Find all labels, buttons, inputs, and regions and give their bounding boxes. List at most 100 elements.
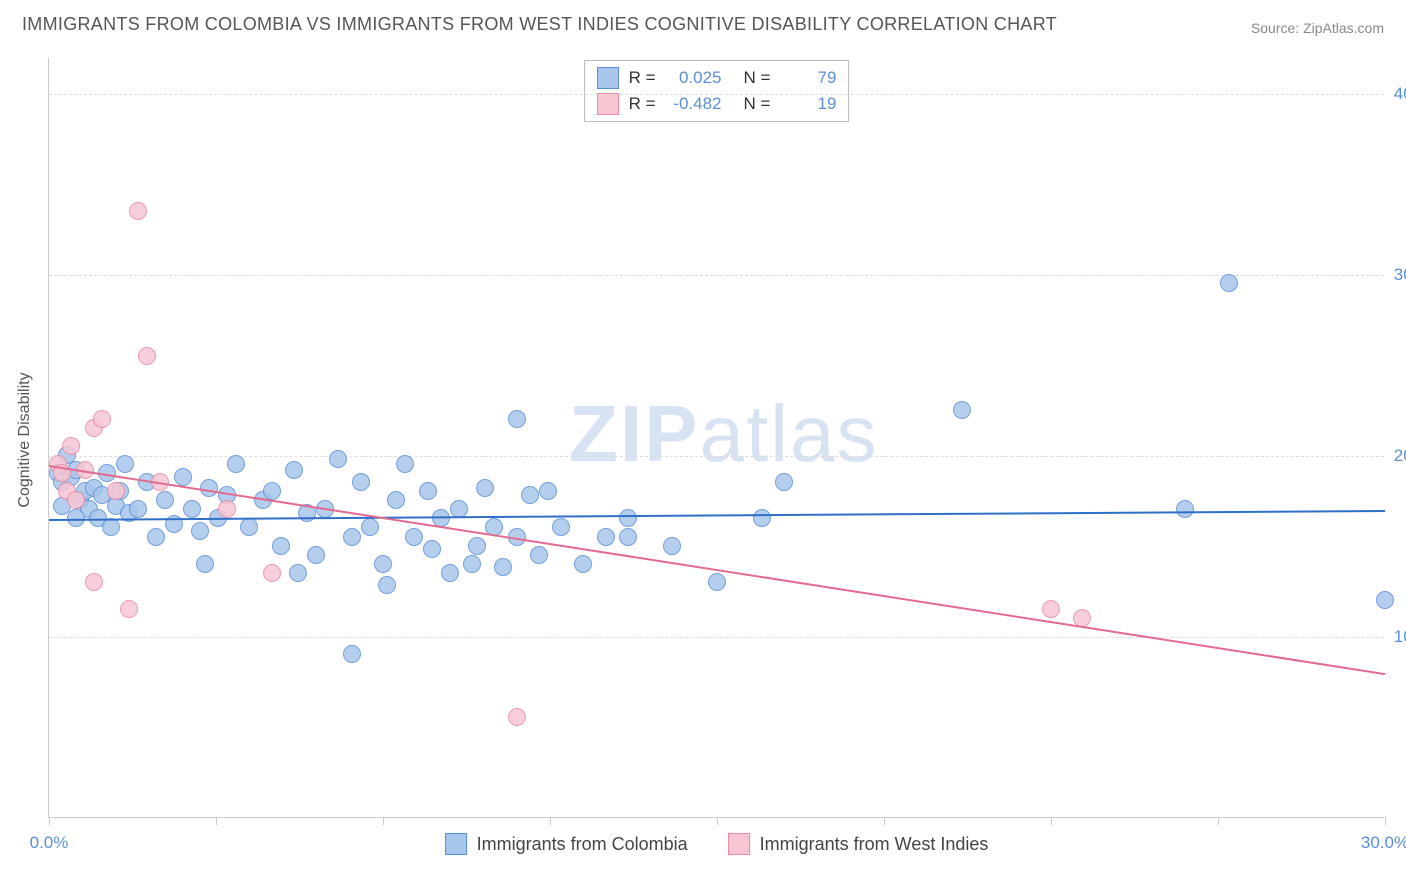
x-tick: [1218, 817, 1219, 825]
data-point-colombia: [361, 518, 379, 536]
data-point-colombia: [494, 558, 512, 576]
chart-title: IMMIGRANTS FROM COLOMBIA VS IMMIGRANTS F…: [22, 14, 1057, 35]
data-point-colombia: [552, 518, 570, 536]
data-point-colombia: [352, 473, 370, 491]
n-value: 79: [780, 68, 836, 88]
data-point-colombia: [539, 482, 557, 500]
watermark-light: atlas: [699, 389, 878, 478]
data-point-colombia: [183, 500, 201, 518]
data-point-colombia: [156, 491, 174, 509]
x-tick: [383, 817, 384, 825]
trend-line-west_indies: [49, 465, 1385, 675]
data-point-colombia: [708, 573, 726, 591]
data-point-colombia: [227, 455, 245, 473]
data-point-colombia: [374, 555, 392, 573]
data-point-west_indies: [263, 564, 281, 582]
bottom-legend: Immigrants from Colombia Immigrants from …: [445, 833, 989, 855]
x-tick: [49, 817, 50, 825]
data-point-colombia: [468, 537, 486, 555]
data-point-colombia: [329, 450, 347, 468]
n-label: N =: [744, 68, 771, 88]
legend-swatch-icon: [728, 833, 750, 855]
data-point-colombia: [272, 537, 290, 555]
data-point-colombia: [396, 455, 414, 473]
y-tick-label: 10.0%: [1394, 627, 1406, 647]
y-tick-label: 30.0%: [1394, 265, 1406, 285]
data-point-colombia: [285, 461, 303, 479]
data-point-west_indies: [85, 573, 103, 591]
data-point-west_indies: [129, 202, 147, 220]
gridline: [49, 275, 1384, 276]
data-point-colombia: [508, 410, 526, 428]
data-point-colombia: [200, 479, 218, 497]
legend-swatch-icon: [445, 833, 467, 855]
data-point-colombia: [619, 509, 637, 527]
data-point-colombia: [753, 509, 771, 527]
data-point-colombia: [521, 486, 539, 504]
data-point-colombia: [574, 555, 592, 573]
data-point-west_indies: [508, 708, 526, 726]
data-point-west_indies: [218, 500, 236, 518]
x-tick: [550, 817, 551, 825]
x-tick: [1385, 817, 1386, 825]
stats-row: R = 0.025 N = 79: [597, 65, 837, 91]
data-point-colombia: [196, 555, 214, 573]
watermark-bold: ZIP: [569, 389, 699, 478]
data-point-colombia: [405, 528, 423, 546]
y-tick-label: 20.0%: [1394, 446, 1406, 466]
data-point-west_indies: [93, 410, 111, 428]
data-point-west_indies: [120, 600, 138, 618]
data-point-colombia: [307, 546, 325, 564]
legend-swatch-icon: [597, 67, 619, 89]
r-value: 0.025: [666, 68, 722, 88]
plot-area: ZIPatlas R =0.025N =79R =-0.482N =19 Imm…: [48, 58, 1384, 818]
data-point-colombia: [191, 522, 209, 540]
x-tick: [884, 817, 885, 825]
data-point-colombia: [240, 518, 258, 536]
y-axis-label: Cognitive Disability: [16, 372, 34, 507]
data-point-west_indies: [62, 437, 80, 455]
data-point-colombia: [263, 482, 281, 500]
watermark: ZIPatlas: [569, 388, 878, 480]
data-point-colombia: [419, 482, 437, 500]
data-point-colombia: [775, 473, 793, 491]
legend-label: Immigrants from West Indies: [760, 834, 989, 855]
n-value: 19: [780, 94, 836, 114]
x-tick: [1051, 817, 1052, 825]
data-point-colombia: [463, 555, 481, 573]
data-point-colombia: [343, 645, 361, 663]
data-point-colombia: [597, 528, 615, 546]
data-point-colombia: [147, 528, 165, 546]
x-tick-label: 0.0%: [30, 833, 69, 853]
x-tick: [717, 817, 718, 825]
stats-legend-box: R =0.025N =79R =-0.482N =19: [584, 60, 850, 122]
n-label: N =: [744, 94, 771, 114]
legend-item: Immigrants from Colombia: [445, 833, 688, 855]
data-point-colombia: [102, 518, 120, 536]
gridline: [49, 637, 1384, 638]
data-point-colombia: [619, 528, 637, 546]
data-point-colombia: [423, 540, 441, 558]
source-label: Source: ZipAtlas.com: [1251, 20, 1384, 36]
data-point-west_indies: [1042, 600, 1060, 618]
data-point-colombia: [174, 468, 192, 486]
data-point-colombia: [289, 564, 307, 582]
gridline: [49, 94, 1384, 95]
data-point-colombia: [1376, 591, 1394, 609]
r-label: R =: [629, 68, 656, 88]
data-point-colombia: [953, 401, 971, 419]
data-point-colombia: [663, 537, 681, 555]
x-tick-label: 30.0%: [1361, 833, 1406, 853]
data-point-colombia: [387, 491, 405, 509]
data-point-colombia: [343, 528, 361, 546]
legend-item: Immigrants from West Indies: [728, 833, 989, 855]
data-point-west_indies: [138, 347, 156, 365]
data-point-west_indies: [107, 482, 125, 500]
data-point-colombia: [530, 546, 548, 564]
data-point-colombia: [441, 564, 459, 582]
data-point-west_indies: [67, 491, 85, 509]
x-tick: [216, 817, 217, 825]
data-point-colombia: [129, 500, 147, 518]
data-point-colombia: [476, 479, 494, 497]
r-label: R =: [629, 94, 656, 114]
